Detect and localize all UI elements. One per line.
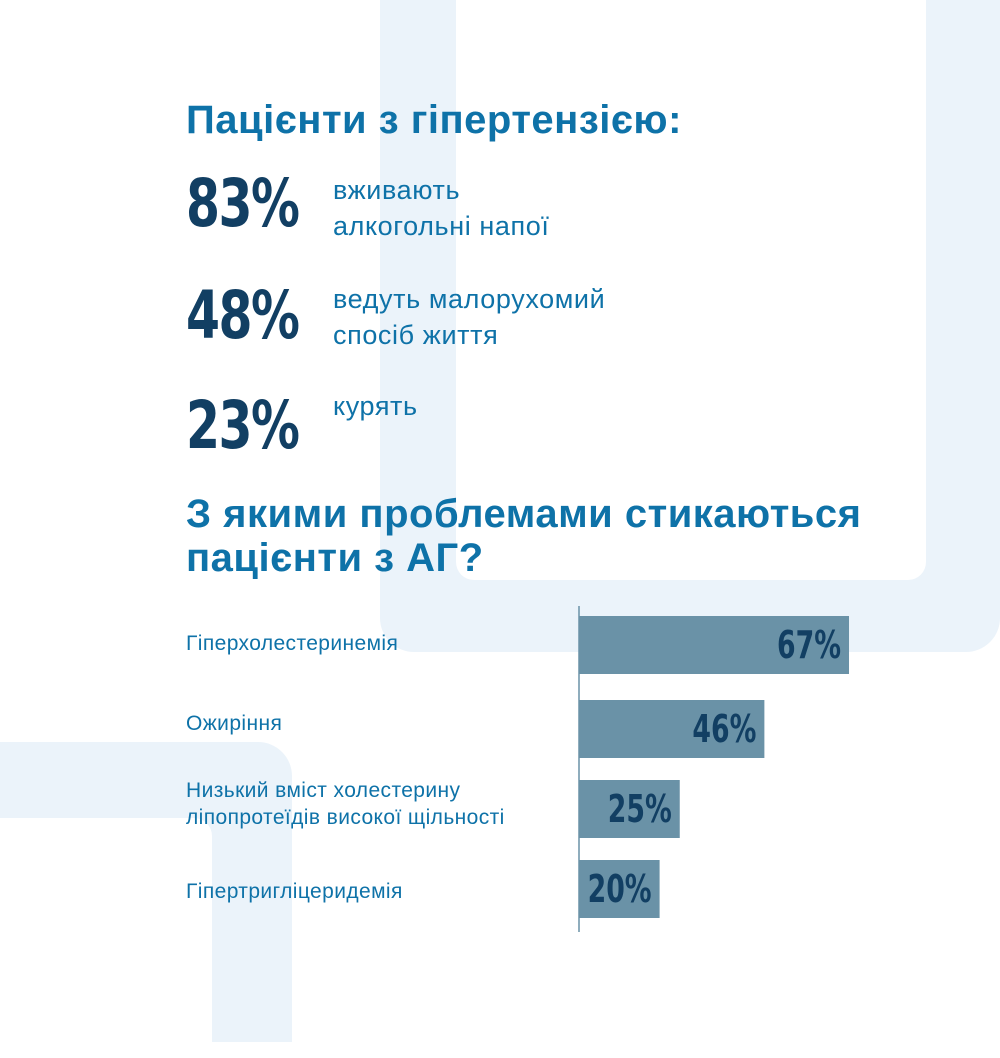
stat-label-alcohol: вживають алкогольні напої (333, 172, 693, 244)
stat-label-alcohol-line2: алкогольні напої (333, 211, 550, 241)
bar-label-obesity: 46% (692, 707, 756, 751)
stat-label-smoking: курять (333, 388, 693, 424)
decor-frame-bottom-inner (0, 818, 212, 1058)
stat-value-alcohol: 83% (186, 165, 300, 242)
stat-label-smoking-line1: курять (333, 391, 418, 421)
problems-title: З якими проблемами стикаються пацієнти з… (186, 492, 862, 580)
bar-label-hypertriglyceridemia: 20% (588, 867, 652, 911)
bar-label-low-hdl: 25% (608, 787, 672, 831)
decor-frame-top-inner (456, 0, 926, 580)
stat-value-sedentary: 48% (186, 277, 300, 354)
chart-bars: 67%46%25%20% (579, 616, 850, 918)
stat-label-sedentary-line1: ведуть малорухомий (333, 284, 606, 314)
stat-label-alcohol-line1: вживають (333, 175, 461, 205)
bar-low-hdl (579, 780, 680, 838)
category-label-obesity: Ожиріння (186, 712, 283, 735)
bar-obesity (579, 700, 765, 758)
category-label-hypertriglyceridemia: Гіпертригліцеридемія (186, 880, 403, 903)
page-title: Пацієнти з гіпертензією: (186, 98, 682, 142)
category-label-low-hdl: Низький вміст холестерину ліпопротеїдів … (186, 779, 505, 829)
bar-hypertriglyceridemia (579, 860, 660, 918)
stat-label-sedentary-line2: спосіб життя (333, 320, 499, 350)
stat-label-sedentary: ведуть малорухомий спосіб життя (333, 281, 693, 353)
stat-value-smoking: 23% (186, 387, 300, 464)
category-label-hypercholesterolemia: Гіперхолестеринемія (186, 632, 399, 655)
